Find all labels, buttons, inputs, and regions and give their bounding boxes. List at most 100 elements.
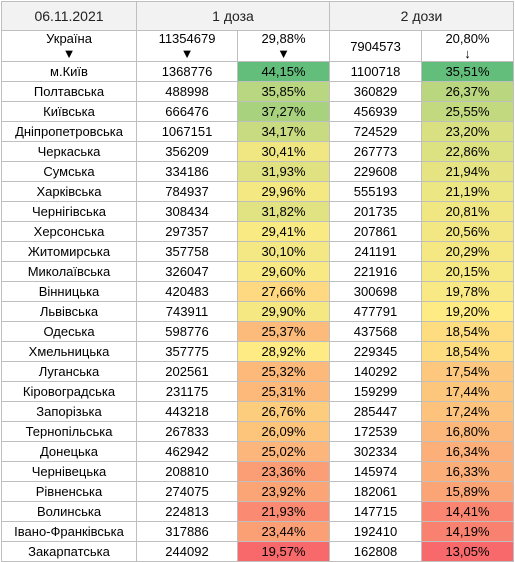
dose2-share: 15,89% [421,481,514,502]
dose2-count: 241191 [329,241,422,262]
dose2-count: 229345 [329,341,422,362]
dose2-share: 21,19% [421,181,514,202]
region: Рівненська [1,481,137,502]
dose2-share: 21,94% [421,161,514,182]
dose1-share: 28,92% [237,341,330,362]
dose2-count: 182061 [329,481,422,502]
dose1-count: 244092 [136,541,238,562]
filter-button[interactable]: ▼ [180,46,194,61]
dose2-count: 172539 [329,421,422,442]
region: Чернігівська [1,201,137,222]
dose2-count: 229608 [329,161,422,182]
region: Київська [1,101,137,122]
dose1-share: 44,15% [237,61,330,82]
region: Луганська [1,361,137,382]
dose1-count: 202561 [136,361,238,382]
dose2-share: 25,55% [421,101,514,122]
dose1-share: 27,66% [237,281,330,302]
dose1-share: 25,02% [237,441,330,462]
dose1-count: 357775 [136,341,238,362]
dose1-count: 462942 [136,441,238,462]
data-row: Дніпропетровська 1067151 34,17% 724529 23,20… [1,121,514,142]
data-row: Волинська 224813 21,93% 147715 14,41% [1,501,514,522]
dose2-count: 147715 [329,501,422,522]
data-row: Хмельницька 357775 28,92% 229345 18,54% [1,341,514,362]
dose1-share: 30,41% [237,141,330,162]
dose2-share: 20,81% [421,201,514,222]
region: Черкаська [1,141,137,162]
region: Донецька [1,441,137,462]
dose1-count: 274075 [136,481,238,502]
dose1-share: 23,44% [237,521,330,542]
dose2-count: 221916 [329,261,422,282]
dose1-share: 25,31% [237,381,330,402]
dose2-share: 20,15% [421,261,514,282]
dose2-count: 267773 [329,141,422,162]
dose1-share: 29,96% [237,181,330,202]
data-row: Львівська 743911 29,90% 477791 19,20% [1,301,514,322]
dose2-share: 23,20% [421,121,514,142]
dose1-share: 29,90% [237,301,330,322]
dose1-share: 31,93% [237,161,330,182]
dose1-count: 1368776 [136,61,238,82]
header-row: 06.11.2021 1 доза 2 дози [1,1,514,31]
dose1-share: 37,27% [237,101,330,122]
dose2-share: 14,19% [421,521,514,542]
dose1-share: 35,85% [237,81,330,102]
dose1-count: 443218 [136,401,238,422]
dose2-count: 7904573 [329,30,422,62]
data-row: Кіровоградська 231175 25,31% 159299 17,44% [1,381,514,402]
dose1-share: 26,09% [237,421,330,442]
dose2-share: 18,54% [421,341,514,362]
dose1-count: 357758 [136,241,238,262]
dose2-count: 1100718 [329,61,422,82]
dose2-count: 192410 [329,521,422,542]
dose1-count: 488998 [136,81,238,102]
dose2-share: 16,34% [421,441,514,462]
filter-button[interactable]: ▼ [62,46,76,61]
region: Дніпропетровська [1,121,137,142]
data-row: Полтавська 488998 35,85% 360829 26,37% [1,81,514,102]
region: м.Київ [1,61,137,82]
dose1-count: 784937 [136,181,238,202]
dose2-share: 16,80% [421,421,514,442]
data-row: Донецька 462942 25,02% 302334 16,34% [1,441,514,462]
dose1-share: 26,76% [237,401,330,422]
dose2-share: 14,41% [421,501,514,522]
data-row: м.Київ 1368776 44,15% 1100718 35,51% [1,61,514,82]
filter-button[interactable]: ↓ [464,46,471,61]
region: Вінницька [1,281,137,302]
region: Херсонська [1,221,137,242]
filter-button[interactable]: ▼ [277,46,290,61]
region: Кіровоградська [1,381,137,402]
region: Волинська [1,501,137,522]
dose1-count: 297357 [136,221,238,242]
region: Полтавська [1,81,137,102]
region: Івано-Франківська [1,521,137,542]
dose2-share: 16,33% [421,461,514,482]
dose1-count: 356209 [136,141,238,162]
dose2-count: 201735 [329,201,422,222]
data-row: Харківська 784937 29,96% 555193 21,19% [1,181,514,202]
data-row: Житомирська 357758 30,10% 241191 20,29% [1,241,514,262]
date-header: 06.11.2021 [1,1,137,31]
dose2-share: 19,78% [421,281,514,302]
dose1-share: 25,37% [237,321,330,342]
dose1-share: 29,41% [237,221,330,242]
dose1-share: 30,10% [237,241,330,262]
dose1-share: 29,88% ▼ [237,30,330,62]
dose1-count: 317886 [136,521,238,542]
dose2-count: 456939 [329,101,422,122]
dose2-count: 207861 [329,221,422,242]
region: Україна ▼ [1,30,137,62]
region: Одеська [1,321,137,342]
dose1-count: 1067151 [136,121,238,142]
data-row: Херсонська 297357 29,41% 207861 20,56% [1,221,514,242]
dose2-count: 159299 [329,381,422,402]
dose1-share: 31,82% [237,201,330,222]
dose1-header: 1 доза [136,1,330,31]
dose1-count: 326047 [136,261,238,282]
dose2-share: 18,54% [421,321,514,342]
dose2-share: 22,86% [421,141,514,162]
region: Миколаївська [1,261,137,282]
